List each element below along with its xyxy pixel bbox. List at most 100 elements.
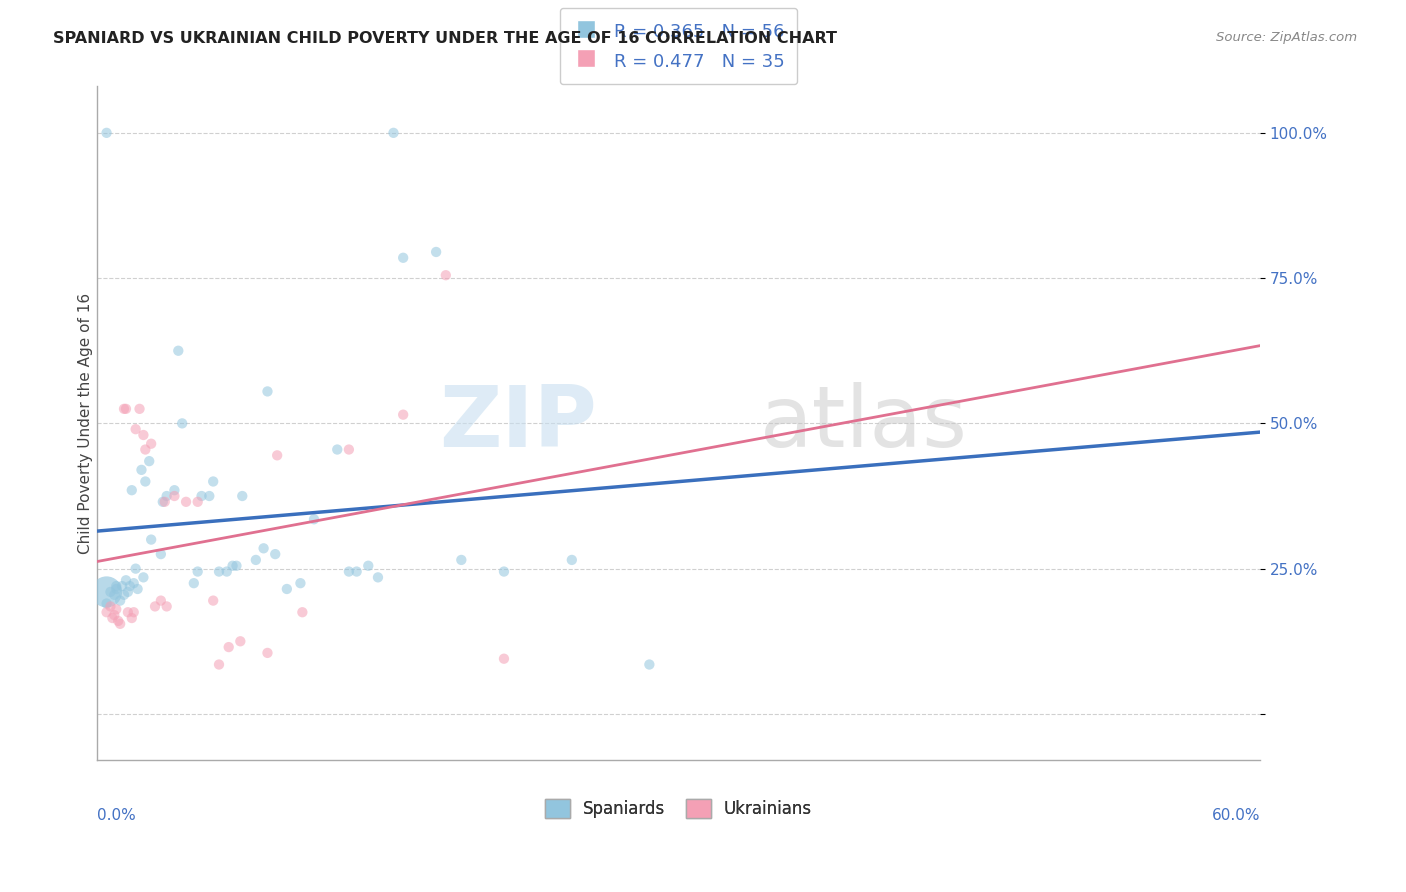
Point (561, 553, 583, 567)
Point (229, 634, 252, 648)
Text: atlas: atlas (759, 382, 967, 465)
Text: 60.0%: 60.0% (1212, 807, 1260, 822)
Point (638, 657, 661, 672)
Point (112, 588, 135, 602)
Point (172, 417, 194, 431)
Point (103, 608, 125, 623)
Point (122, 605, 145, 619)
Point (208, 565, 231, 579)
Point (128, 401, 150, 416)
Point (134, 475, 156, 489)
Point (121, 611, 143, 625)
Point (256, 646, 278, 660)
Point (101, 611, 124, 625)
Point (208, 657, 231, 672)
Point (266, 448, 288, 462)
Point (256, 384, 278, 399)
Point (100, 585, 122, 599)
Point (382, 126, 405, 140)
Point (492, 565, 515, 579)
Point (221, 558, 243, 573)
Point (264, 547, 287, 561)
Text: ZIP: ZIP (439, 382, 598, 465)
Point (276, 582, 298, 596)
Point (131, 463, 153, 477)
Point (425, 244, 447, 259)
Point (141, 533, 163, 547)
Point (107, 614, 129, 628)
Point (302, 512, 325, 526)
Point (96, 597, 118, 611)
Point (190, 489, 212, 503)
Point (290, 576, 312, 591)
Point (96, 126, 118, 140)
Point (121, 483, 143, 498)
Point (134, 442, 156, 457)
Point (218, 640, 240, 654)
Point (252, 541, 274, 556)
Point (156, 599, 179, 614)
Legend: Spaniards, Ukrainians: Spaniards, Ukrainians (537, 790, 820, 826)
Point (111, 579, 134, 593)
Point (117, 585, 139, 599)
Point (153, 495, 176, 509)
Point (202, 475, 225, 489)
Point (225, 558, 247, 573)
Point (198, 489, 221, 503)
Point (492, 651, 515, 665)
Point (326, 442, 349, 457)
Point (149, 547, 172, 561)
Point (143, 599, 166, 614)
Point (156, 489, 179, 503)
Point (105, 582, 128, 596)
Point (357, 558, 380, 573)
Point (163, 489, 186, 503)
Point (231, 489, 253, 503)
Point (96, 585, 118, 599)
Point (450, 553, 472, 567)
Point (105, 602, 128, 616)
Point (337, 565, 360, 579)
Point (105, 579, 128, 593)
Point (163, 483, 186, 498)
Point (103, 588, 125, 602)
Point (167, 343, 190, 358)
Point (215, 565, 238, 579)
Point (108, 593, 131, 607)
Y-axis label: Child Poverty Under the Age of 16: Child Poverty Under the Age of 16 (79, 293, 93, 554)
Point (152, 495, 174, 509)
Point (124, 561, 146, 575)
Point (187, 565, 209, 579)
Point (346, 565, 368, 579)
Point (187, 495, 209, 509)
Point (291, 605, 314, 619)
Point (115, 401, 138, 416)
Point (118, 579, 141, 593)
Point (367, 570, 389, 584)
Point (112, 401, 135, 416)
Point (100, 599, 122, 614)
Point (434, 268, 457, 283)
Point (96, 605, 118, 619)
Point (174, 495, 197, 509)
Point (245, 553, 267, 567)
Point (132, 570, 155, 584)
Point (141, 436, 163, 450)
Point (392, 251, 415, 265)
Point (124, 422, 146, 436)
Point (108, 616, 131, 631)
Point (132, 428, 155, 442)
Point (117, 605, 139, 619)
Point (127, 582, 149, 596)
Point (115, 574, 138, 588)
Point (337, 442, 360, 457)
Point (122, 576, 145, 591)
Point (202, 593, 225, 607)
Point (183, 576, 205, 591)
Point (149, 593, 172, 607)
Point (392, 408, 415, 422)
Point (138, 454, 160, 468)
Text: 0.0%: 0.0% (97, 807, 135, 822)
Text: SPANIARD VS UKRAINIAN CHILD POVERTY UNDER THE AGE OF 16 CORRELATION CHART: SPANIARD VS UKRAINIAN CHILD POVERTY UNDE… (53, 31, 838, 46)
Text: Source: ZipAtlas.com: Source: ZipAtlas.com (1216, 31, 1357, 45)
